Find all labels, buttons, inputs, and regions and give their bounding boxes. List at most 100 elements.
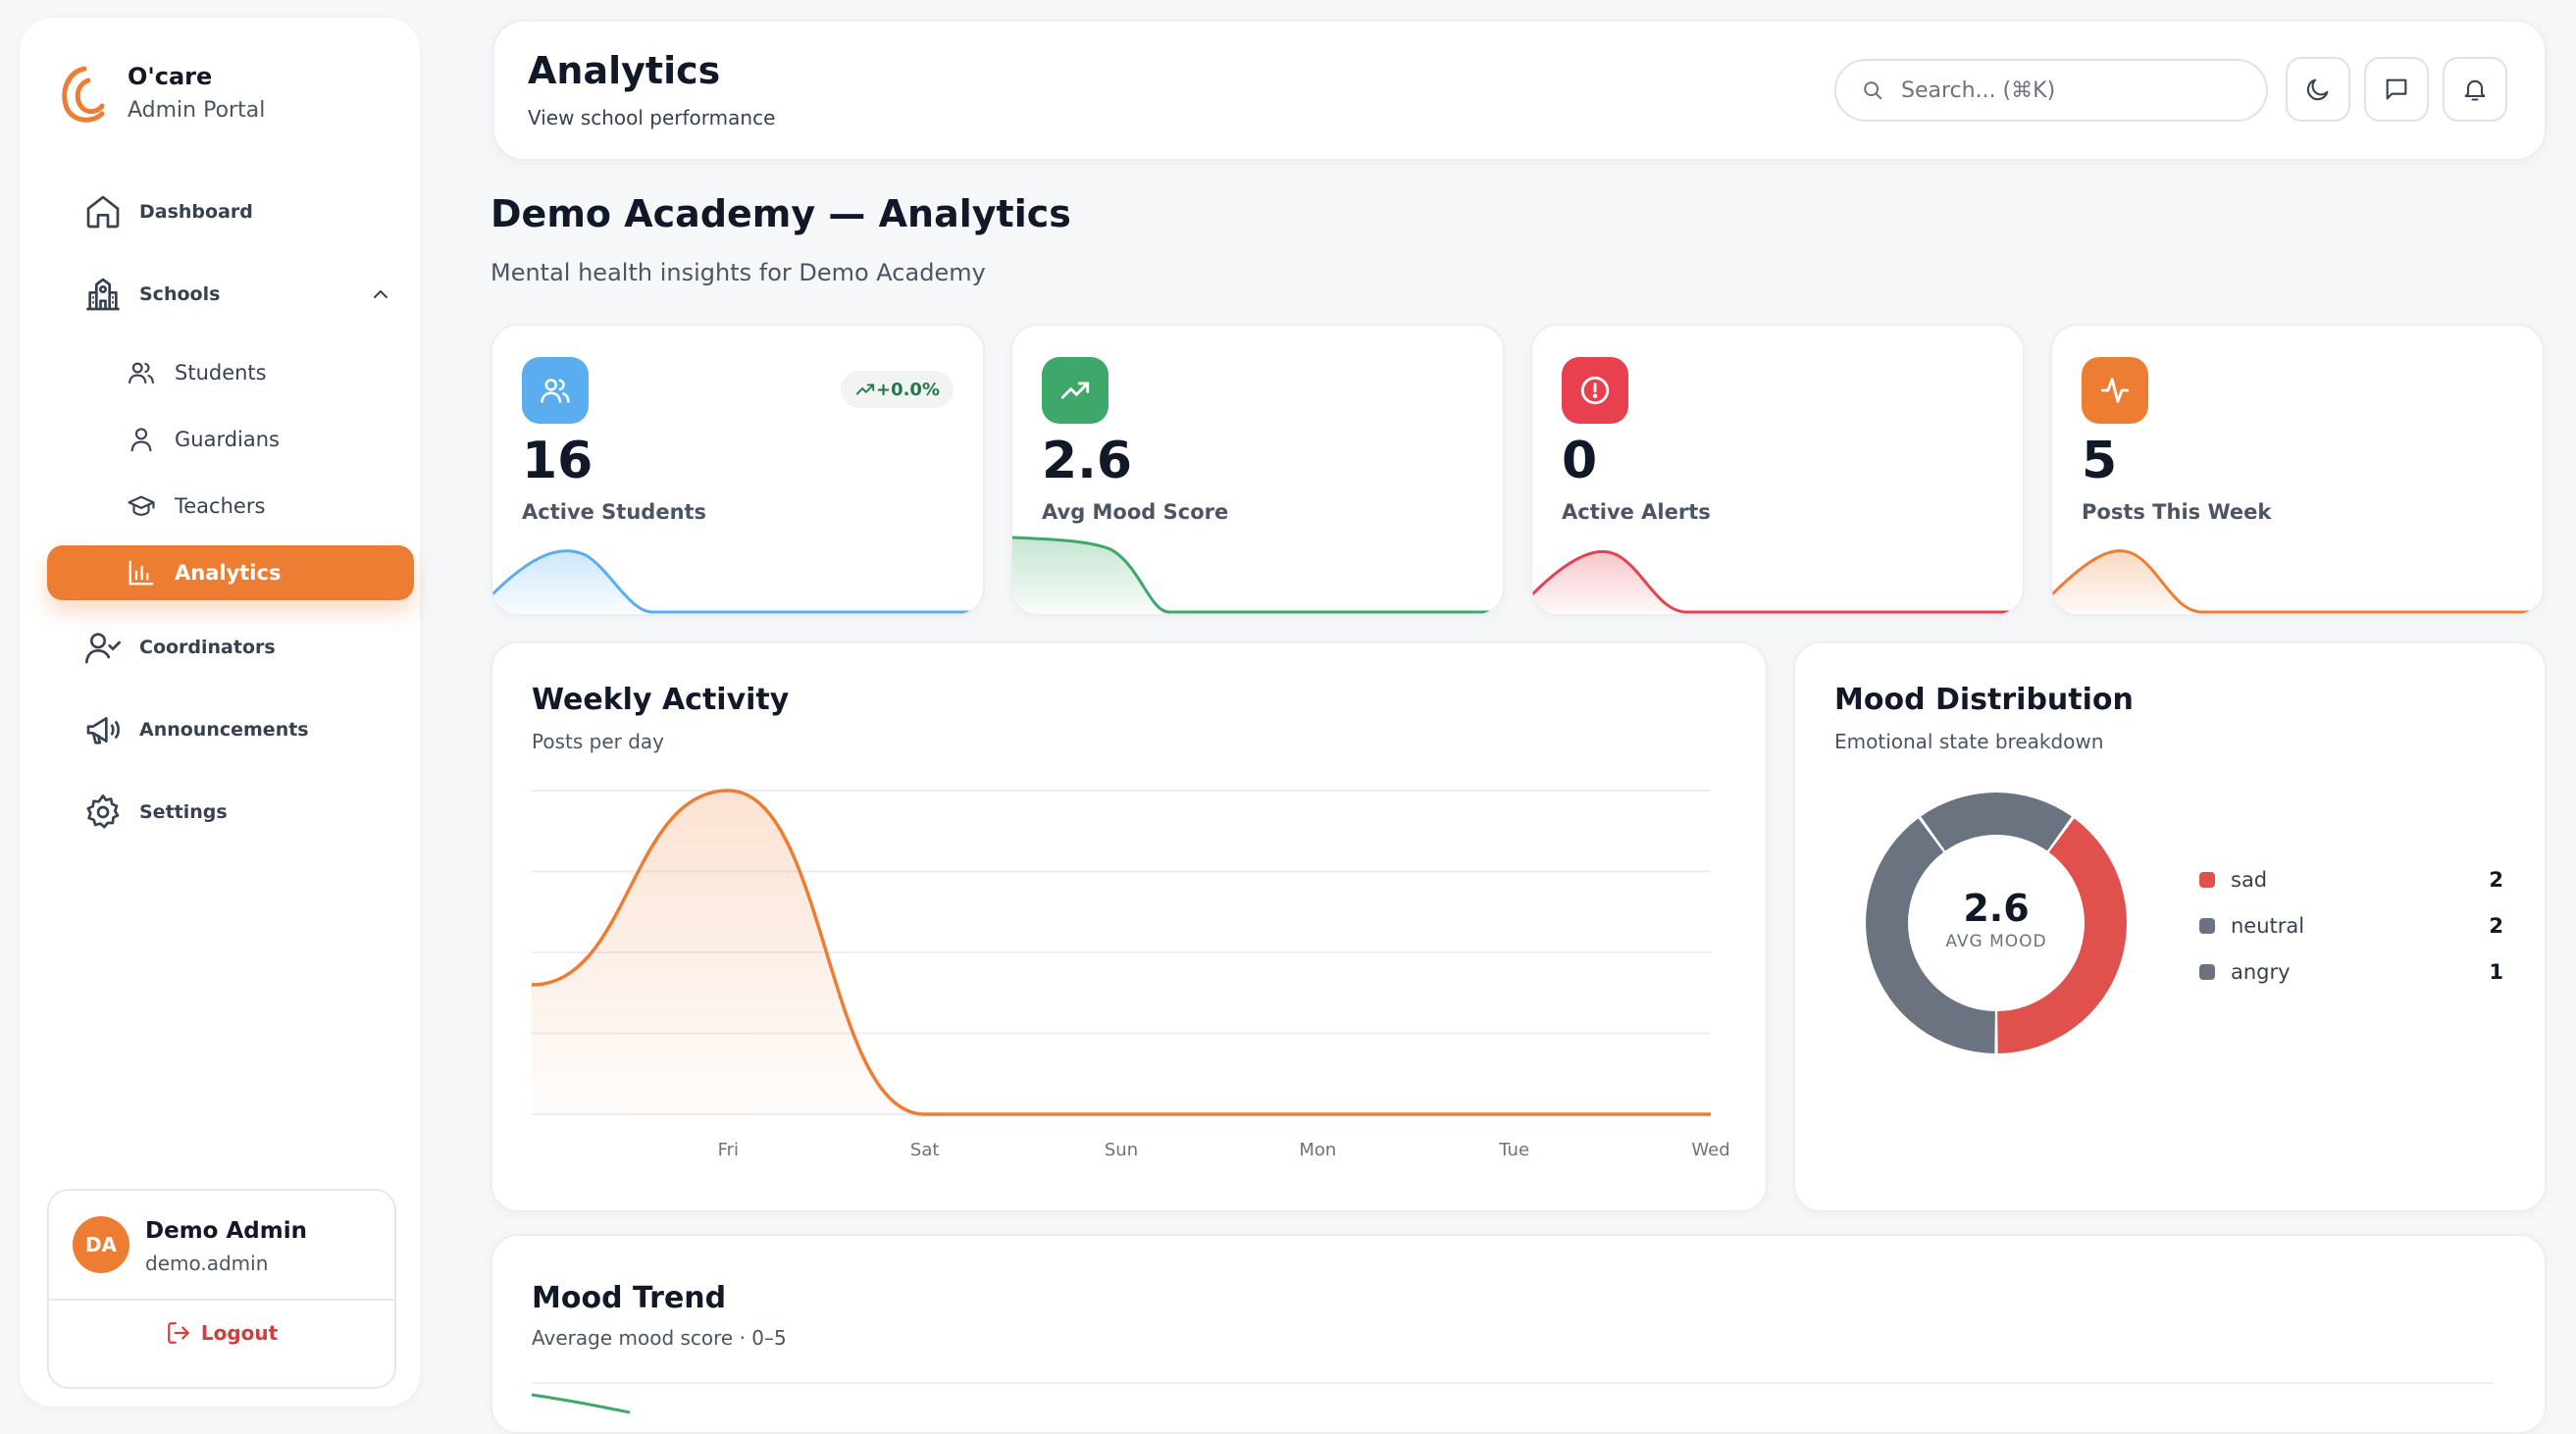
stat-card-active-alerts[interactable]: 0 Active Alerts — [1530, 324, 2025, 616]
sidebar-item-students[interactable]: Students — [47, 345, 414, 400]
sidebar-item-announcements[interactable]: Announcements — [47, 702, 414, 757]
stat-value: 16 — [522, 432, 592, 490]
x-tick-label: Sat — [910, 1140, 940, 1160]
legend-swatch — [2199, 918, 2215, 934]
graduation-cap-icon — [126, 490, 157, 522]
stat-label: Active Alerts — [1562, 500, 1711, 524]
sparkline — [1532, 536, 2023, 614]
legend-count: 1 — [2489, 960, 2503, 984]
avg-mood-label: AVG MOOD — [1864, 932, 2129, 951]
alert-circle-icon — [1562, 357, 1628, 424]
stat-value: 5 — [2082, 432, 2117, 490]
legend-count: 2 — [2489, 914, 2503, 938]
legend-swatch — [2199, 964, 2215, 980]
mood-trend-chart — [492, 1373, 2545, 1432]
page-title: Demo Academy — Analytics — [490, 192, 1071, 235]
legend-item: neutral 2 — [2199, 911, 2503, 941]
avg-mood-value: 2.6 — [1864, 887, 2129, 930]
header-subtitle: View school performance — [528, 106, 775, 129]
x-tick-label: Sun — [1105, 1140, 1138, 1160]
card-subtitle: Average mood score · 0–5 — [532, 1326, 787, 1350]
activity-icon — [2082, 357, 2148, 424]
stat-label: Avg Mood Score — [1042, 500, 1228, 524]
bell-icon — [2461, 76, 2489, 103]
ocare-logo-icon — [55, 59, 114, 129]
card-title: Mood Trend — [532, 1281, 726, 1315]
donut-center: 2.6 AVG MOOD — [1864, 887, 2129, 951]
logout-button[interactable]: Logout — [49, 1320, 394, 1346]
sidebar-item-settings[interactable]: Settings — [47, 785, 414, 840]
sidebar-item-label: Students — [175, 361, 267, 384]
x-tick-label: Mon — [1299, 1140, 1336, 1160]
profile-username: demo.admin — [145, 1252, 268, 1275]
logout-label: Logout — [201, 1321, 278, 1345]
chevron-up-icon[interactable] — [369, 282, 392, 306]
home-icon — [82, 191, 124, 232]
messages-button[interactable] — [2364, 57, 2429, 122]
sidebar-item-label: Analytics — [175, 561, 281, 585]
sidebar-item-label: Dashboard — [139, 201, 253, 223]
stat-value: 2.6 — [1042, 432, 1132, 490]
school-icon — [82, 274, 124, 315]
sparkline — [1012, 536, 1503, 614]
x-tick-label: Fri — [718, 1140, 739, 1160]
gear-icon — [82, 792, 124, 833]
legend-item: angry 1 — [2199, 957, 2503, 987]
sidebar-item-label: Announcements — [139, 719, 309, 741]
profile-card: DA Demo Admin demo.admin Logout — [47, 1189, 396, 1389]
sidebar-item-label: Settings — [139, 801, 228, 823]
stat-label: Active Students — [522, 500, 706, 524]
trend-value: +0.0% — [876, 380, 940, 400]
donut-slice-angry — [1921, 793, 2072, 851]
stat-card-active-students[interactable]: +0.0% 16 Active Students — [490, 324, 985, 616]
sidebar-item-label: Teachers — [175, 494, 265, 518]
stat-card-avg-mood[interactable]: 2.6 Avg Mood Score — [1010, 324, 1505, 616]
trend-badge: +0.0% — [841, 371, 953, 408]
sparkline — [492, 536, 983, 614]
message-icon — [2383, 76, 2410, 103]
sidebar-item-analytics[interactable]: Analytics — [47, 545, 414, 600]
search-icon — [1862, 79, 1883, 101]
megaphone-icon — [82, 709, 124, 750]
stat-card-posts-this-week[interactable]: 5 Posts This Week — [2050, 324, 2545, 616]
profile-name: Demo Admin — [145, 1218, 307, 1244]
brand-subtitle: Admin Portal — [128, 93, 265, 128]
users-icon — [522, 357, 589, 424]
page-subtitle: Mental health insights for Demo Academy — [490, 259, 986, 286]
sidebar-item-label: Coordinators — [139, 637, 276, 658]
mood-trend-card: Mood Trend Average mood score · 0–5 — [490, 1234, 2547, 1434]
dark-mode-button[interactable] — [2286, 57, 2350, 122]
x-tick-label: Wed — [1691, 1140, 1729, 1160]
trending-up-icon — [854, 379, 876, 400]
top-bar: Analytics View school performance — [492, 20, 2547, 161]
logout-icon — [166, 1320, 191, 1346]
search-box[interactable] — [1834, 59, 2268, 122]
trending-up-icon — [1042, 357, 1108, 424]
brand[interactable]: O'care Admin Portal — [55, 59, 265, 129]
moon-icon — [2304, 76, 2332, 103]
legend-item: sad 2 — [2199, 865, 2503, 895]
header-title: Analytics — [528, 49, 720, 92]
mood-distribution-card: Mood Distribution Emotional state breakd… — [1793, 641, 2547, 1212]
brand-name: O'care — [128, 60, 265, 93]
sidebar: O'care Admin Portal Dashboard Schools St… — [20, 18, 420, 1407]
sparkline — [2052, 536, 2543, 614]
search-input[interactable] — [1899, 77, 2237, 104]
sidebar-item-guardians[interactable]: Guardians — [47, 412, 414, 467]
legend-name: angry — [2231, 960, 2489, 984]
sidebar-item-coordinators[interactable]: Coordinators — [47, 620, 414, 675]
user-check-icon — [82, 627, 124, 668]
legend-name: sad — [2231, 868, 2489, 892]
card-subtitle: Emotional state breakdown — [1834, 730, 2103, 753]
sidebar-item-schools[interactable]: Schools — [47, 267, 414, 322]
avatar[interactable]: DA — [73, 1216, 129, 1273]
sidebar-item-teachers[interactable]: Teachers — [47, 479, 414, 534]
stat-value: 0 — [1562, 432, 1597, 490]
sidebar-item-label: Schools — [139, 283, 220, 305]
bar-chart-icon — [126, 557, 157, 589]
sidebar-item-dashboard[interactable]: Dashboard — [47, 184, 414, 239]
notifications-button[interactable] — [2443, 57, 2507, 122]
sidebar-item-label: Guardians — [175, 428, 280, 451]
